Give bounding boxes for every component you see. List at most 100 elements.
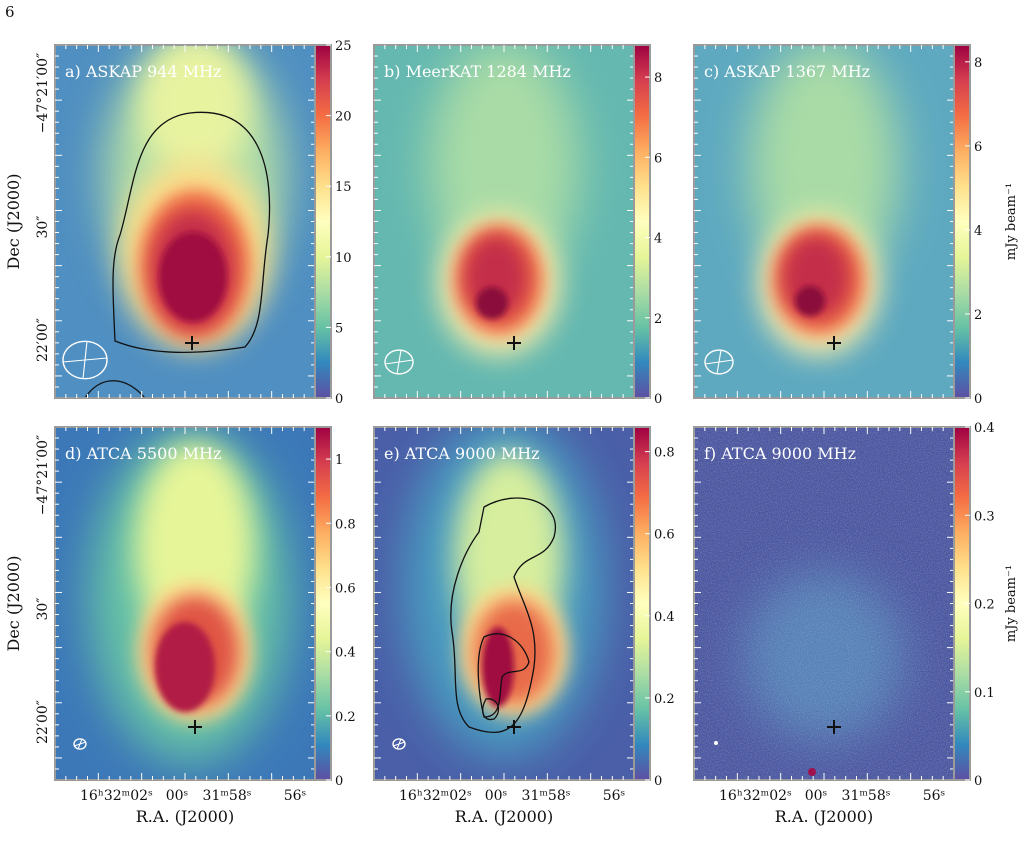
colorbar-tick-2-2: 4 [974,224,982,239]
heatmap-image-0 [55,45,315,398]
ra-tick-label-3-1: 00ˢ [166,788,189,804]
panel-3: d) ATCA 5500 MHz 0 0.2 0.4 0.6 0.8 1 −47°21′00″… [4,426,356,826]
contour-4-0 [450,497,557,734]
beam-ellipse-4 [392,738,406,750]
ra-tick-label-3-2: 31ᵐ58ˢ [203,788,252,804]
colorbar-3 [314,426,332,781]
emission-blob-1-4 [476,287,508,319]
colorbar-tick-2-0: 0 [974,392,982,407]
dec-tick-label-0-2: 22′00″ [35,318,51,362]
colorbar-tick-1-2: 4 [654,232,662,247]
contour-4-1 [477,633,530,718]
panel-title-4: e) ATCA 9000 MHz [384,444,540,463]
colorbar-tick-0-2: 10 [335,251,352,266]
colorbar-tick-4-2: 0.4 [654,610,675,625]
emission-blob-2-4 [795,286,825,316]
beam-ellipse-5 [714,741,718,745]
colorbar-4 [633,426,651,781]
page-number: 6 [5,3,15,21]
dec-tick-label-0-0: −47°21′00″ [35,53,51,134]
colorbar-tick-5-4: 0.4 [974,421,995,436]
colorbar-tick-1-4: 8 [654,71,662,86]
colorbar-0 [314,44,332,399]
contour-4-2 [482,698,500,721]
ra-tick-label-4-3: 56ˢ [603,788,626,804]
colorbar-1 [633,44,651,399]
colorbar-tick-1-3: 6 [654,151,662,166]
panel-title-0: a) ASKAP 944 MHz [65,62,221,81]
panel-title-5: f) ATCA 9000 MHz [704,444,856,463]
colorbar-tick-3-3: 0.6 [335,581,356,596]
colorbar-tick-3-0: 0 [335,774,343,789]
dec-tick-label-0-1: 30″ [35,215,51,238]
ra-tick-label-3-0: 16ʰ32ᵐ02ˢ [80,788,153,804]
beam-ellipse-0 [62,340,108,380]
colorbar-2 [953,44,971,399]
colorbar-tick-5-2: 0.2 [974,598,995,613]
xlabel-4: R.A. (J2000) [455,807,553,826]
panel-2: c) ASKAP 1367 MHz 0 2 4 6 8 mJy beam⁻¹ [693,44,1019,407]
emission-blob-0-5 [159,232,227,322]
colorbar-tick-0-0: 0 [335,392,343,407]
colorbar-tick-1-0: 0 [654,392,662,407]
colorbar-tick-0-4: 20 [335,110,352,125]
ra-tick-label-4-0: 16ʰ32ᵐ02ˢ [399,788,472,804]
colorbar-tick-3-1: 0.2 [335,710,356,725]
position-cross-0 [185,336,199,350]
position-cross-1 [507,336,521,350]
beam-ellipse-3 [73,738,87,750]
dec-tick-label-3-2: 22′00″ [35,700,51,744]
colorbar-tick-4-3: 0.6 [654,528,675,543]
position-cross-5 [827,720,841,734]
emission-blob-4-4 [482,627,514,707]
ra-tick-label-5-0: 16ʰ32ᵐ02ˢ [719,788,792,804]
heatmap-image-1 [374,45,634,398]
colorbar-tick-5-0: 0 [974,774,982,789]
ra-tick-label-5-2: 31ᵐ58ˢ [842,788,891,804]
position-cross-3 [188,720,202,734]
heatmap-image-5 [694,427,954,780]
panel-1: b) MeerKAT 1284 MHz 0 2 4 6 8 [373,44,662,407]
colorbar-label-2: mJy beam⁻¹ [1004,183,1019,260]
panel-4: e) ATCA 9000 MHz 0 0.2 0.4 0.6 0.8 16ʰ32ᵐ02ˢ 00… [373,426,675,826]
ra-tick-label-4-1: 00ˢ [485,788,508,804]
dec-tick-label-3-1: 30″ [35,597,51,620]
colorbar-label-5: mJy beam⁻¹ [1004,565,1019,642]
panel-5: f) ATCA 9000 MHz 0 0.1 0.2 0.3 0.4 mJy beam⁻¹ 1… [693,421,1019,826]
figure-panels: a) ASKAP 944 MHz0510152025−47°21′00″30″2… [4,39,1019,826]
emission-blob-0-1 [140,45,250,175]
ra-tick-label-3-3: 56ˢ [284,788,307,804]
colorbar-tick-2-3: 6 [974,140,982,155]
colorbar-tick-0-1: 5 [335,321,343,336]
heatmap-image-2 [694,45,954,398]
colorbar-tick-0-5: 25 [335,39,352,54]
beam-ellipse-2 [704,349,734,375]
ra-tick-label-4-2: 31ᵐ58ˢ [522,788,571,804]
figure-caption-fragment [420,828,1020,847]
colorbar-tick-4-4: 0.8 [654,446,675,461]
contour-0-1 [84,380,146,398]
ylabel-3: Dec (J2000) [4,556,23,652]
panel-title-2: c) ASKAP 1367 MHz [704,62,870,81]
colorbar-tick-2-1: 2 [974,308,982,323]
panel-title-1: b) MeerKAT 1284 MHz [384,62,571,81]
colorbar-tick-1-1: 2 [654,312,662,327]
heatmap-image-3 [55,427,315,780]
heatmap-image-4 [374,427,634,780]
colorbar-tick-4-1: 0.2 [654,692,675,707]
position-cross-4 [507,720,521,734]
beam-ellipse-1 [384,349,414,375]
colorbar-tick-0-3: 15 [335,180,352,195]
colorbar-tick-3-2: 0.4 [335,646,356,661]
colorbar-tick-2-4: 8 [974,56,982,71]
ylabel-0: Dec (J2000) [4,174,23,270]
colorbar-tick-3-4: 0.8 [335,517,356,532]
colorbar-tick-5-3: 0.3 [974,509,995,524]
panel-0: a) ASKAP 944 MHz 0 5 10 15 20 25 −47°21′00″ 30″ 2… [4,39,352,407]
emission-blob-3-4 [155,622,215,712]
contour-0-0 [112,111,271,354]
xlabel-5: R.A. (J2000) [775,807,873,826]
colorbar-tick-5-1: 0.1 [974,686,995,701]
panel-title-3: d) ATCA 5500 MHz [65,444,221,463]
xlabel-3: R.A. (J2000) [136,807,234,826]
